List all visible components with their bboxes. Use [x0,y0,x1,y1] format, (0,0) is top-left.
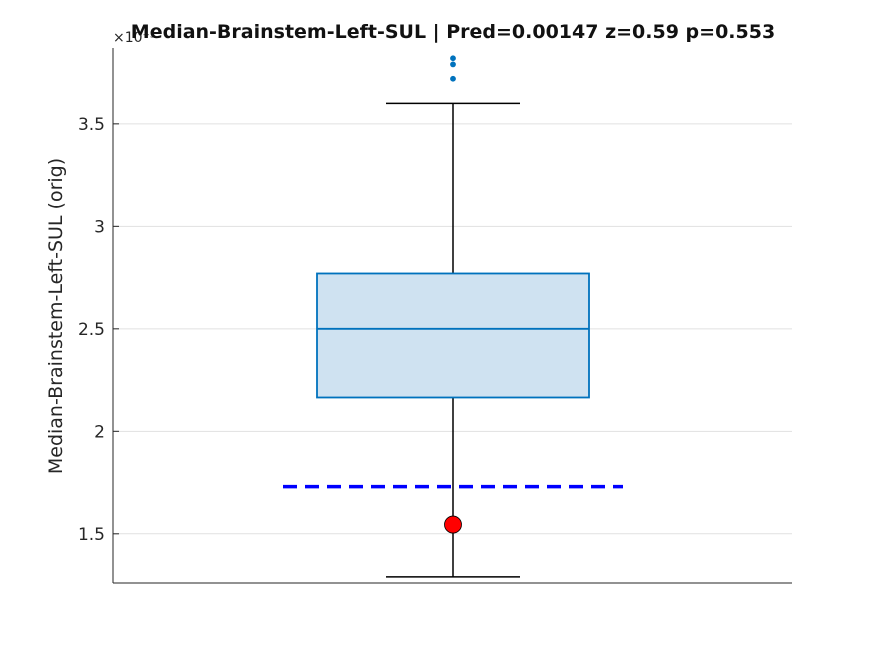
chart-title: Median-Brainstem-Left-SUL | Pred=0.00147… [131,21,775,43]
y-tick-label: 2.5 [78,320,105,340]
y-ticks: 1.5 2 2.5 3 3.5 [78,115,119,545]
outlier-point [450,61,456,68]
y-tick-label: 3 [94,217,105,237]
y-exponent-label: ×10⁻³ [113,30,156,46]
prediction-point [444,515,462,534]
interquartile-box [316,272,590,399]
y-axis-label: Median-Brainstem-Left-SUL (orig) [45,158,67,474]
outlier-point [450,75,456,82]
overlays [283,484,623,534]
outlier-point [450,55,456,62]
y-tick-label: 1.5 [78,525,105,545]
y-tick-label: 3.5 [78,115,105,135]
y-tick-label: 2 [94,422,105,442]
boxplot [316,55,590,578]
axes [112,48,792,584]
